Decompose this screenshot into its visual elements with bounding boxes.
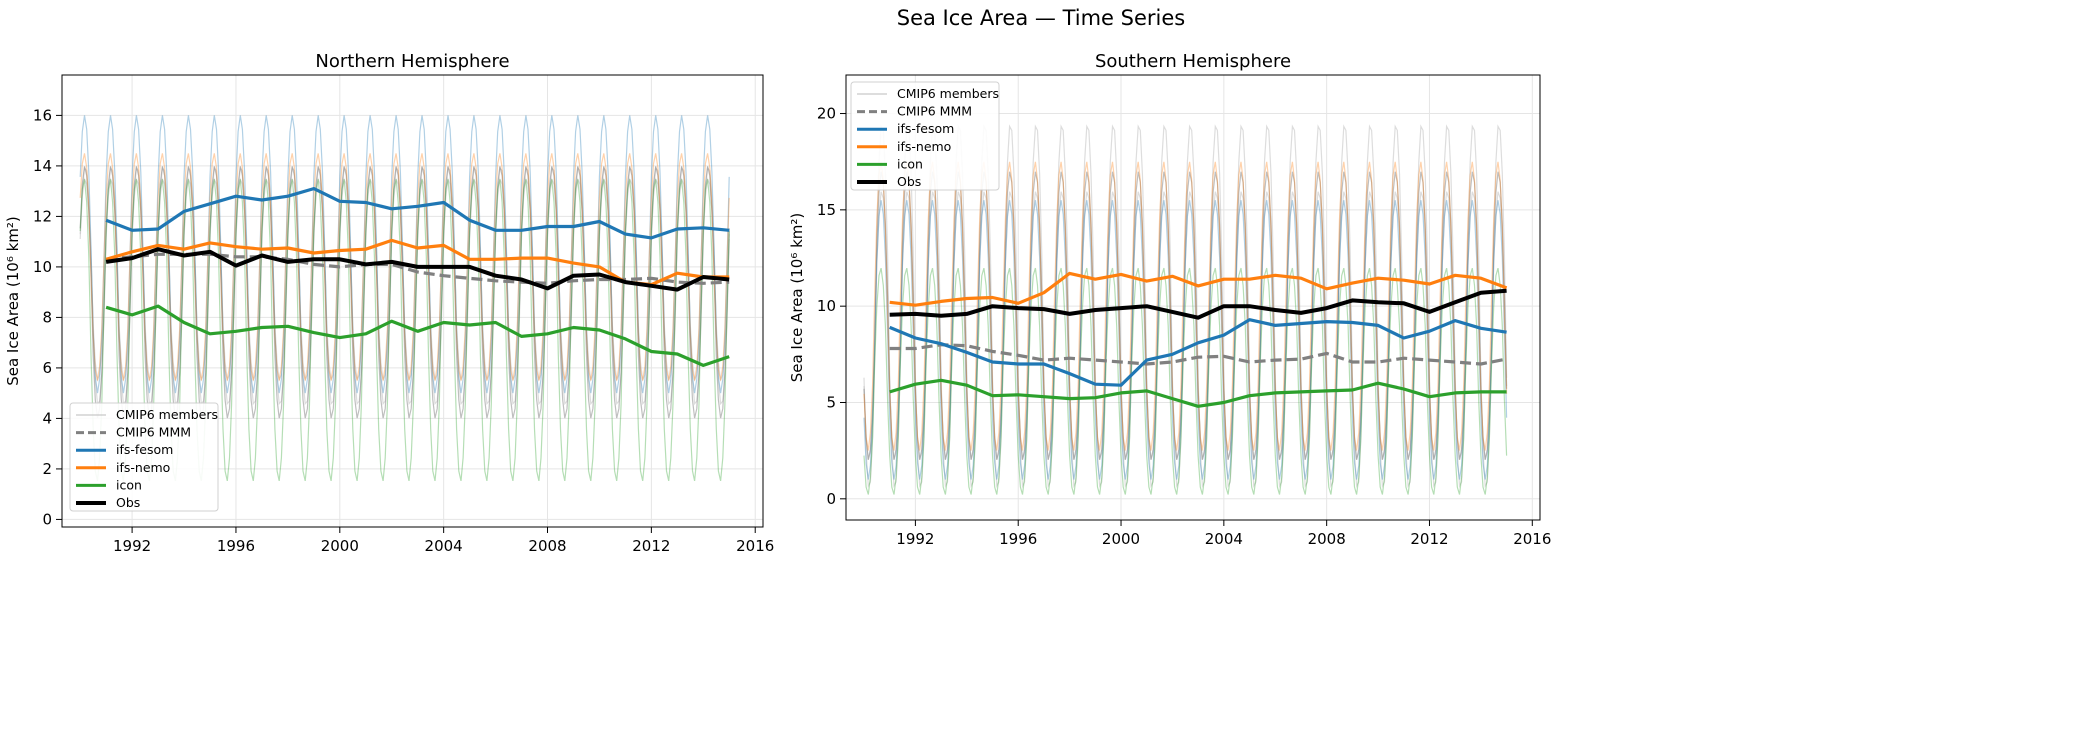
legend-label: CMIP6 MMM: [897, 104, 972, 119]
y-tick-label: 0: [42, 510, 52, 528]
figure-title: Sea Ice Area — Time Series: [896, 6, 1186, 30]
series-ifs-fesom: [105, 187, 730, 240]
y-tick-label: 10: [33, 258, 52, 276]
legend-label: Obs: [897, 174, 921, 189]
x-tick-label: 2004: [1205, 530, 1243, 548]
legend-label: ifs-fesom: [116, 442, 173, 457]
monthly-line-icon: [863, 267, 1508, 495]
axes-frame: [61, 74, 764, 528]
y-tick-label: 14: [33, 157, 52, 175]
legend-label: icon: [116, 477, 142, 492]
y-tick-label: 20: [817, 105, 836, 123]
legend-label: ifs-nemo: [897, 139, 951, 154]
legend-box: [69, 402, 219, 512]
chart-title: Southern Hemisphere: [1095, 51, 1291, 72]
legend-label: ifs-fesom: [897, 121, 954, 136]
x-tick-label: 1992: [896, 530, 934, 548]
x-tick-label: 2012: [1410, 530, 1448, 548]
monthly-line-cmip6_mmm: [863, 171, 1508, 461]
legend-label: CMIP6 members: [897, 86, 999, 101]
monthly-line-icon: [79, 179, 730, 482]
x-tick-label: 1992: [113, 537, 151, 555]
legend-label: CMIP6 members: [116, 407, 218, 422]
monthly-line-cmip6_mmm: [79, 166, 730, 419]
x-tick-label: 2012: [632, 537, 670, 555]
legend: CMIP6 members CMIP6 MMM ifs-fesom ifs-nemo i…: [69, 402, 219, 512]
x-tick-label: 2004: [425, 537, 463, 555]
series-cmip6_mmm: [889, 343, 1507, 366]
x-tick-label: 2000: [321, 537, 359, 555]
y-tick-label: 15: [817, 201, 836, 219]
y-tick-label: 8: [42, 308, 52, 326]
series-ifs-fesom: [889, 318, 1507, 387]
x-tick-label: 2008: [528, 537, 566, 555]
x-tick-label: 1996: [217, 537, 255, 555]
x-tick-label: 1996: [999, 530, 1037, 548]
axes-frame: [845, 74, 1541, 521]
legend-label: icon: [897, 156, 923, 171]
y-tick-label: 12: [33, 207, 52, 225]
y-tick-label: 10: [817, 297, 836, 315]
legend-label: ifs-nemo: [116, 460, 170, 475]
monthly-line-ifs-nemo: [863, 161, 1508, 451]
chart-southern-hemisphere: 1992 1996 2000 2004 2008 2012 2016 0 5 10 15 20 Sout…: [788, 51, 1551, 548]
legend-label: CMIP6 MMM: [116, 425, 191, 440]
series-ifs-nemo: [889, 271, 1508, 307]
series-icon: [105, 304, 730, 367]
chart-northern-hemisphere: 1992 1996 2000 2004 2008 2012 2016 0 2 4 6 8 10 12 14 1…: [4, 51, 774, 555]
legend-label: Obs: [116, 495, 140, 510]
x-tick-label: 2016: [1513, 530, 1551, 548]
y-tick-label: 4: [42, 409, 52, 427]
y-tick-label: 0: [826, 490, 836, 508]
chart-title: Northern Hemisphere: [315, 51, 509, 72]
x-tick-label: 2016: [736, 537, 774, 555]
series-cmip6_mmm: [105, 252, 730, 285]
y-tick-label: 2: [42, 460, 52, 478]
y-tick-label: 6: [42, 359, 52, 377]
y-tick-label: 16: [33, 106, 52, 124]
x-tick-label: 2008: [1308, 530, 1346, 548]
x-tick-label: 2000: [1102, 530, 1140, 548]
legend: CMIP6 members CMIP6 MMM ifs-fesom ifs-nemo i…: [850, 81, 1000, 191]
series-obs: [889, 288, 1507, 320]
series-icon: [889, 378, 1507, 408]
monthly-line-ifs-nemo: [79, 153, 730, 381]
monthly-line-ifs-fesom: [863, 200, 1508, 480]
y-tick-label: 5: [826, 393, 836, 411]
y-axis-label: Sea Ice Area (10⁶ km²): [4, 216, 22, 386]
series-obs: [105, 247, 730, 292]
legend-box: [850, 81, 1000, 191]
y-axis-label: Sea Ice Area (10⁶ km²): [788, 213, 806, 383]
